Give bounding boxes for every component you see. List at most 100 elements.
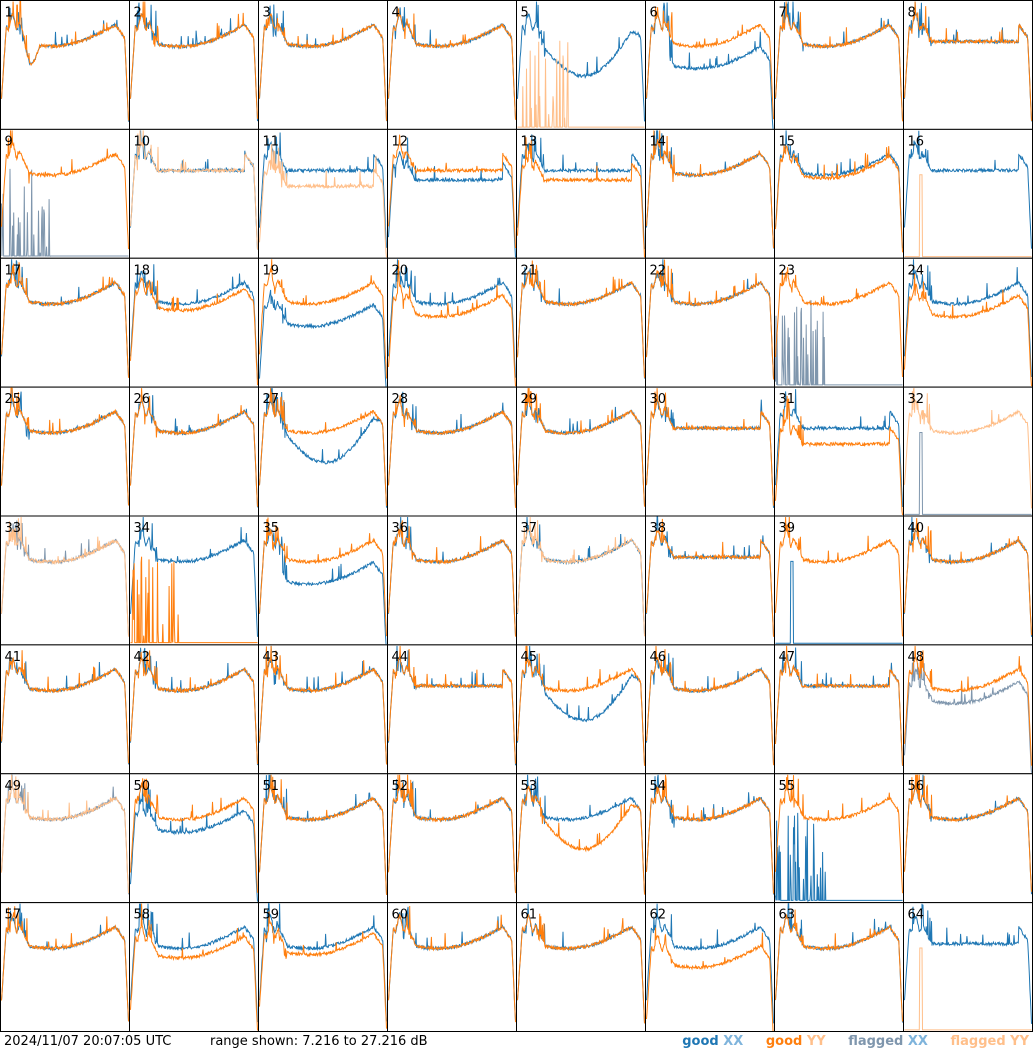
series-yy-good bbox=[775, 909, 903, 1022]
series-yy-good bbox=[259, 774, 387, 895]
series-yy-good bbox=[259, 645, 387, 765]
legend-good-yy-pol: YY bbox=[806, 1034, 826, 1049]
series-yy-flagged bbox=[1, 516, 129, 637]
series-yy-good bbox=[904, 645, 1032, 766]
panel-label: 46 bbox=[650, 650, 667, 665]
panel-frame bbox=[903, 0, 1033, 130]
panel-label: 3 bbox=[263, 6, 271, 21]
antenna-panel-57: 57 bbox=[0, 902, 130, 1032]
panel-label: 2 bbox=[134, 6, 142, 21]
series-xx-good bbox=[130, 516, 258, 637]
panel-label: 11 bbox=[263, 134, 280, 149]
legend-flagged-yy-prefix: flagged bbox=[950, 1034, 1006, 1049]
series-yy-flagged bbox=[259, 143, 387, 258]
panel-label: 8 bbox=[908, 6, 916, 21]
panel-label: 62 bbox=[650, 908, 667, 923]
antenna-panel-34: 34 bbox=[129, 515, 259, 646]
antenna-panel-12: 12 bbox=[387, 128, 517, 259]
series-yy-good bbox=[1, 387, 129, 506]
series-yy-good bbox=[388, 134, 516, 249]
antenna-panel-13: 13 bbox=[516, 128, 646, 259]
antenna-panel-19: 19 bbox=[258, 257, 388, 388]
antenna-panel-36: 36 bbox=[387, 515, 517, 646]
series-xx-good bbox=[517, 267, 645, 379]
panel-frame bbox=[258, 773, 388, 904]
panel-frame bbox=[516, 644, 646, 775]
antenna-panel-27: 27 bbox=[258, 386, 388, 517]
panel-label: 50 bbox=[134, 779, 151, 794]
antenna-panel-53: 53 bbox=[516, 773, 646, 904]
panel-label: 13 bbox=[521, 134, 538, 149]
panel-label: 55 bbox=[779, 779, 796, 794]
panel-label: 64 bbox=[908, 908, 925, 923]
series-yy-good bbox=[775, 1, 903, 122]
panel-label: 21 bbox=[521, 263, 538, 278]
panel-frame bbox=[645, 257, 775, 388]
panel-label: 22 bbox=[650, 263, 667, 278]
panel-label: 20 bbox=[392, 263, 409, 278]
series-yy-good bbox=[130, 903, 258, 1031]
antenna-panel-22: 22 bbox=[645, 257, 775, 388]
series-yy-flagged bbox=[904, 387, 1032, 509]
series-yy-good bbox=[517, 388, 645, 507]
series-xx-good bbox=[130, 903, 258, 1023]
antenna-panel-40: 40 bbox=[903, 515, 1033, 646]
series-yy-good bbox=[388, 395, 516, 508]
series-yy-good bbox=[517, 137, 645, 258]
series-yy-good bbox=[259, 517, 387, 637]
panel-label: 39 bbox=[779, 521, 796, 536]
panel-label: 57 bbox=[5, 908, 22, 923]
series-xx-good bbox=[646, 903, 774, 1024]
series-yy-good bbox=[646, 388, 774, 506]
antenna-panel-42: 42 bbox=[129, 644, 259, 775]
antenna-panel-26: 26 bbox=[129, 386, 259, 517]
series-xx-good bbox=[517, 645, 645, 764]
legend-flagged-xx: flagged XX bbox=[848, 1034, 928, 1049]
series-yy-good bbox=[1, 262, 129, 378]
antenna-panel-33: 33 bbox=[0, 515, 130, 646]
antenna-panel-37: 37 bbox=[516, 515, 646, 646]
panel-frame bbox=[129, 257, 259, 388]
series-xx-good bbox=[646, 2, 774, 129]
antenna-panel-50: 50 bbox=[129, 773, 259, 904]
series-yy-good bbox=[517, 645, 645, 766]
series-xx-flagged bbox=[775, 300, 903, 386]
series-yy-good bbox=[775, 145, 903, 253]
panel-frame bbox=[903, 644, 1033, 775]
panel-label: 58 bbox=[134, 908, 151, 923]
panel-frame bbox=[903, 386, 1033, 517]
series-yy-good bbox=[130, 556, 258, 644]
antenna-panel-24: 24 bbox=[903, 257, 1033, 388]
antenna-panel-23: 23 bbox=[774, 257, 904, 388]
legend-flagged-yy: flagged YY bbox=[950, 1034, 1029, 1049]
panel-label: 32 bbox=[908, 392, 925, 407]
range-label: range shown: 7.216 to 27.216 dB bbox=[210, 1034, 428, 1049]
panel-label: 63 bbox=[779, 908, 796, 923]
antenna-panel-60: 60 bbox=[387, 902, 517, 1032]
antenna-panel-39: 39 bbox=[774, 515, 904, 646]
panel-label: 41 bbox=[5, 650, 22, 665]
panel-label: 16 bbox=[908, 134, 925, 149]
antenna-panel-44: 44 bbox=[387, 644, 517, 775]
antenna-panel-63: 63 bbox=[774, 902, 904, 1032]
panel-label: 47 bbox=[779, 650, 796, 665]
series-xx-good bbox=[517, 134, 645, 250]
antenna-panel-45: 45 bbox=[516, 644, 646, 775]
legend-good-xx-pol: XX bbox=[723, 1034, 744, 1049]
panel-frame bbox=[129, 515, 259, 646]
series-yy-flagged bbox=[904, 947, 1032, 1031]
series-yy-good bbox=[130, 277, 258, 386]
antenna-panel-7: 7 bbox=[774, 0, 904, 130]
panel-label: 53 bbox=[521, 779, 538, 794]
antenna-panel-46: 46 bbox=[645, 644, 775, 775]
panel-label: 35 bbox=[263, 521, 280, 536]
antenna-panel-38: 38 bbox=[645, 515, 775, 646]
panel-label: 25 bbox=[5, 392, 22, 407]
panel-label: 33 bbox=[5, 521, 22, 536]
panel-label: 52 bbox=[392, 779, 409, 794]
series-yy-flagged bbox=[130, 130, 258, 250]
panel-label: 51 bbox=[263, 779, 280, 794]
series-yy-good bbox=[130, 388, 258, 507]
legend-flagged-xx-pol: XX bbox=[907, 1034, 928, 1049]
series-yy-good bbox=[259, 388, 387, 506]
